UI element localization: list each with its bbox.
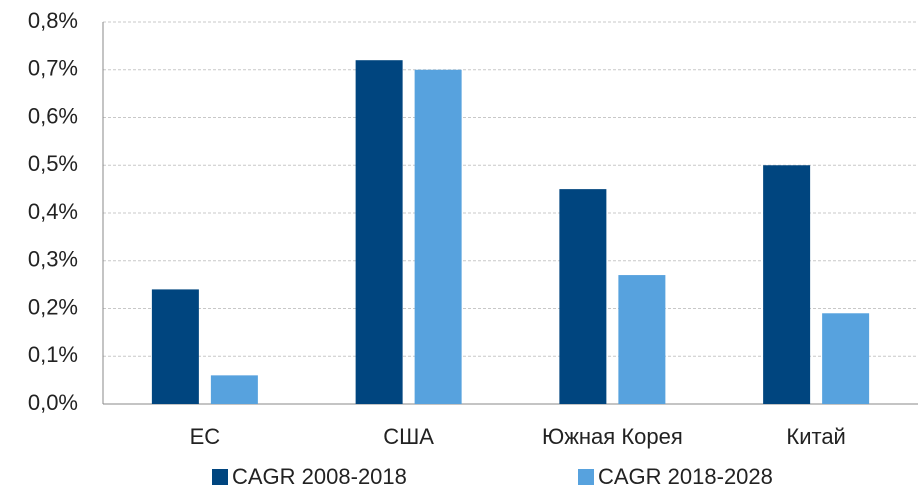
bar	[414, 69, 462, 404]
legend-swatch	[578, 469, 594, 485]
bar	[618, 275, 666, 404]
legend-label: CAGR 2008-2018	[232, 464, 407, 489]
bar	[151, 289, 199, 404]
y-tick-label: 0,8%	[28, 8, 78, 33]
bar	[355, 60, 403, 404]
y-tick-label: 0,1%	[28, 342, 78, 367]
y-tick-label: 0,6%	[28, 103, 78, 128]
x-tick-label: ЕС	[190, 424, 221, 449]
bar	[822, 313, 870, 404]
y-tick-label: 0,0%	[28, 390, 78, 415]
bar	[559, 189, 607, 404]
y-tick-label: 0,7%	[28, 56, 78, 81]
x-tick-label: Китай	[786, 424, 845, 449]
legend-label: CAGR 2018-2028	[598, 464, 773, 489]
y-tick-label: 0,5%	[28, 151, 78, 176]
legend-swatch	[212, 469, 228, 485]
bar	[210, 375, 258, 404]
y-tick-label: 0,2%	[28, 294, 78, 319]
y-tick-label: 0,3%	[28, 247, 78, 272]
y-tick-label: 0,4%	[28, 199, 78, 224]
bar	[763, 165, 811, 404]
x-tick-label: Южная Корея	[542, 424, 683, 449]
x-tick-label: США	[383, 424, 434, 449]
